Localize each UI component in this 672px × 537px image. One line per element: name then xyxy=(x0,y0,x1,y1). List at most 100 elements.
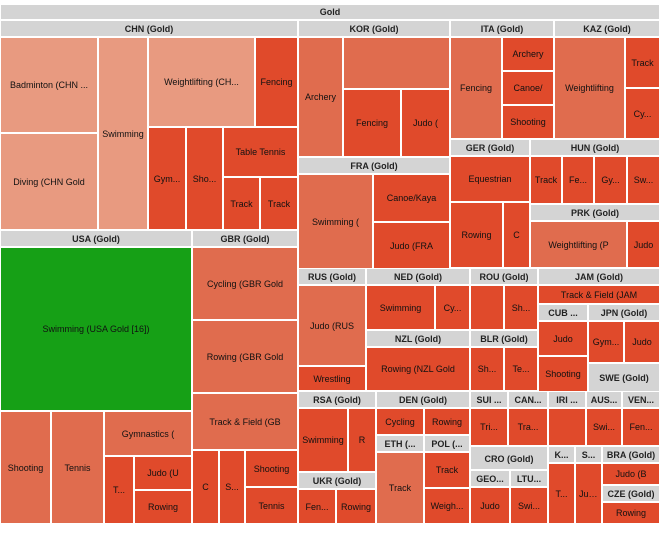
treemap-cell-den-gold-0[interactable]: Cycling xyxy=(376,408,424,435)
treemap-cell-ltu-gold-0[interactable]: Swi... xyxy=(510,487,548,524)
treemap-cell-bra-gold-0[interactable]: Judo (B xyxy=(602,463,660,485)
treemap-cell-aus-gold-0[interactable]: Swi... xyxy=(586,408,622,446)
treemap-cell-rou-gold-1[interactable]: Sh... xyxy=(504,285,538,330)
treemap-cell-fra-gold-1[interactable]: Canoe/Kaya xyxy=(373,174,450,222)
treemap-cell-chn-gold-2[interactable]: Swimming xyxy=(98,37,148,230)
treemap-cell-gbr-gold-2[interactable]: Track & Field (GB xyxy=(192,393,298,450)
treemap-cell-jpn-gold-0[interactable]: Gym... xyxy=(588,321,624,363)
treemap-cell-ukr-gold-0[interactable]: Fen... xyxy=(298,489,336,524)
treemap-cell-label: Judo (FRA xyxy=(389,241,433,251)
treemap-cell-kor-gold-0[interactable]: Archery xyxy=(298,37,343,157)
treemap-cell-label: Weightlifting (CH... xyxy=(164,77,239,87)
treemap-cell-cub-gold-1[interactable]: Shooting xyxy=(538,356,588,392)
treemap-cell-kaz-gold-2[interactable]: Cy... xyxy=(625,88,660,139)
treemap-cell-rus-gold-0[interactable]: Judo (RUS xyxy=(298,285,366,366)
treemap-cell-ita-gold-2[interactable]: Canoe/ xyxy=(502,71,554,105)
treemap-cell-unlabeled-1[interactable]: Tennis xyxy=(51,411,104,524)
treemap-cell-svk-gold-0[interactable]: Judo xyxy=(575,463,602,524)
treemap-cell-eth-gold-0[interactable]: Track xyxy=(376,452,424,524)
group-header-kaz-gold: KAZ (Gold) xyxy=(554,20,660,37)
treemap-cell-jpn-gold-1[interactable]: Judo xyxy=(624,321,660,363)
treemap-cell-gbr-gold-3[interactable]: C xyxy=(192,450,219,524)
group-header-ukr-gold: UKR (Gold) xyxy=(298,472,376,489)
treemap-cell-chn-gold-6[interactable]: Sho... xyxy=(186,127,223,230)
treemap-cell-label: Sh... xyxy=(511,302,531,313)
treemap-cell-kor-gold-1[interactable] xyxy=(343,37,450,89)
group-header-cro-gold: CRO (Gold) xyxy=(470,446,548,470)
treemap-cell-kaz-gold-1[interactable]: Track xyxy=(625,37,660,88)
treemap-cell-label: Swimming xyxy=(379,302,422,313)
treemap-cell-label: Cy... xyxy=(633,108,652,119)
treemap-cell-kaz-gold-0[interactable]: Weightlifting xyxy=(554,37,625,139)
treemap-cell-fra-gold-0[interactable]: Swimming ( xyxy=(298,174,373,270)
treemap-cell-rou-gold-0[interactable] xyxy=(470,285,504,330)
treemap-cell-chn-gold-5[interactable]: Gym... xyxy=(148,127,186,230)
treemap-cell-cze-gold-0[interactable]: Rowing xyxy=(602,502,660,524)
treemap-cell-rsa-gold-0[interactable]: Swimming xyxy=(298,408,348,472)
treemap-cell-ger-gold-2[interactable]: C xyxy=(503,202,530,268)
treemap-cell-kor-gold-3[interactable]: Judo ( xyxy=(401,89,450,157)
group-header-jam-gold: JAM (Gold) xyxy=(538,268,660,285)
treemap-cell-jam-gold-0[interactable]: Track & Field (JAM xyxy=(538,285,660,304)
treemap-cell-unlabeled-4[interactable]: Judo (U xyxy=(134,456,192,490)
treemap-cell-ita-gold-0[interactable]: Fencing xyxy=(450,37,502,139)
treemap-cell-gbr-gold-0[interactable]: Cycling (GBR Gold xyxy=(192,247,298,320)
treemap-cell-blr-gold-1[interactable]: Te... xyxy=(504,347,538,391)
treemap-cell-label: Gy... xyxy=(601,175,620,185)
treemap-cell-chn-gold-4[interactable]: Fencing xyxy=(255,37,298,127)
treemap-cell-label: Rowing (NZL Gold xyxy=(381,364,455,374)
treemap-cell-sui-gold-0[interactable]: Tri... xyxy=(470,408,508,446)
treemap-cell-label: Cycling xyxy=(385,416,415,427)
treemap-cell-label: Cycling (GBR Gold xyxy=(206,278,284,289)
treemap-cell-hun-gold-1[interactable]: Fe... xyxy=(562,156,594,204)
treemap-cell-ken-gold-0[interactable]: T... xyxy=(548,463,575,524)
treemap-cell-ukr-gold-1[interactable]: Rowing xyxy=(336,489,376,524)
treemap-cell-can-gold-0[interactable]: Tra... xyxy=(508,408,548,446)
treemap-cell-gbr-gold-5[interactable]: Shooting xyxy=(245,450,298,487)
treemap-cell-unlabeled-5[interactable]: Rowing xyxy=(134,490,192,524)
treemap-cell-unlabeled-3[interactable]: T... xyxy=(104,456,134,524)
treemap-cell-ger-gold-1[interactable]: Rowing xyxy=(450,202,503,268)
treemap-cell-label: Rowing (GBR Gold xyxy=(206,351,284,362)
treemap-cell-unlabeled-0[interactable]: Shooting xyxy=(0,411,51,524)
treemap-cell-geo-gold-0[interactable]: Judo xyxy=(470,487,510,524)
treemap-cell-chn-gold-1[interactable]: Diving (CHN Gold xyxy=(0,133,98,230)
treemap-cell-rus-gold-1[interactable]: Wrestling xyxy=(298,366,366,391)
treemap-cell-nzl-gold-0[interactable]: Rowing (NZL Gold xyxy=(366,347,470,391)
treemap-cell-chn-gold-8[interactable]: Track xyxy=(223,177,260,230)
treemap-cell-hun-gold-0[interactable]: Track xyxy=(530,156,562,204)
treemap-cell-ned-gold-0[interactable]: Swimming xyxy=(366,285,435,330)
treemap-cell-ita-gold-3[interactable]: Shooting xyxy=(502,105,554,139)
treemap-cell-ita-gold-1[interactable]: Archery xyxy=(502,37,554,71)
treemap-cell-chn-gold-7[interactable]: Table Tennis xyxy=(223,127,298,177)
treemap-cell-hun-gold-2[interactable]: Gy... xyxy=(594,156,627,204)
treemap-cell-rsa-gold-1[interactable]: R xyxy=(348,408,376,472)
treemap-cell-unlabeled-2[interactable]: Gymnastics ( xyxy=(104,411,192,456)
treemap-cell-label: Equestrian xyxy=(468,174,512,184)
treemap-cell-gbr-gold-1[interactable]: Rowing (GBR Gold xyxy=(192,320,298,393)
treemap-cell-prk-gold-1[interactable]: Judo xyxy=(627,221,660,268)
treemap-cell-hun-gold-3[interactable]: Sw... xyxy=(627,156,660,204)
group-header-geo-gold: GEO... xyxy=(470,470,510,487)
treemap-cell-label: Fencing xyxy=(355,118,389,128)
treemap-cell-gbr-gold-6[interactable]: Tennis xyxy=(245,487,298,524)
treemap-cell-prk-gold-0[interactable]: Weightlifting (P xyxy=(530,221,627,268)
treemap-cell-fra-gold-2[interactable]: Judo (FRA xyxy=(373,222,450,270)
treemap-cell-pol-gold-1[interactable]: Weigh... xyxy=(424,488,470,524)
treemap-cell-kor-gold-2[interactable]: Fencing xyxy=(343,89,401,157)
group-header-den-gold: DEN (Gold) xyxy=(376,391,470,408)
treemap-cell-ned-gold-1[interactable]: Cy... xyxy=(435,285,470,330)
treemap-cell-gbr-gold-4[interactable]: S... xyxy=(219,450,245,524)
treemap-cell-chn-gold-3[interactable]: Weightlifting (CH... xyxy=(148,37,255,127)
treemap-cell-iri-gold-0[interactable] xyxy=(548,408,586,446)
treemap-cell-blr-gold-0[interactable]: Sh... xyxy=(470,347,504,391)
treemap-cell-usa-gold-0[interactable]: Swimming (USA Gold [16]) xyxy=(0,247,192,411)
treemap-cell-ger-gold-0[interactable]: Equestrian xyxy=(450,156,530,202)
treemap-cell-cub-gold-0[interactable]: Judo xyxy=(538,321,588,356)
treemap-cell-chn-gold-9[interactable]: Track xyxy=(260,177,298,230)
treemap-cell-ven-gold-0[interactable]: Fen... xyxy=(622,408,660,446)
treemap-cell-den-gold-1[interactable]: Rowing xyxy=(424,408,470,435)
treemap-cell-label: Archery xyxy=(512,49,544,59)
treemap-cell-pol-gold-0[interactable]: Track xyxy=(424,452,470,488)
treemap-cell-chn-gold-0[interactable]: Badminton (CHN ... xyxy=(0,37,98,133)
